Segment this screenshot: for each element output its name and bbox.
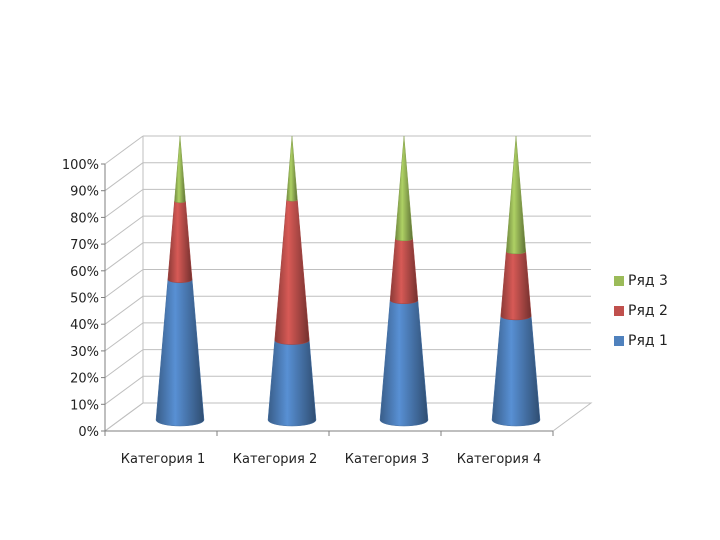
legend-swatch-series-1 (614, 336, 624, 346)
y-tick-label: 70% (70, 238, 99, 253)
x-category-label: Категория 4 (457, 452, 541, 467)
y-tick-label: 80% (70, 211, 99, 226)
cone-segment-series-1 (491, 316, 541, 427)
x-category-label: Категория 2 (233, 452, 317, 467)
cone-segment-series-3 (395, 135, 413, 242)
gridline-side (104, 188, 144, 218)
y-tick-label: 0% (78, 425, 99, 440)
cone-segment-series-3 (286, 135, 298, 202)
cone-segment-series-3 (174, 135, 186, 203)
y-axis-ticks: 0% 10% 20% 30% 40% 50% 60% 70% 80% 90% 100% (62, 158, 105, 440)
cone-segment-series-1 (155, 279, 205, 427)
y-tick-label: 20% (70, 372, 99, 387)
cone-segment-series-2 (389, 238, 419, 304)
y-tick-label: 90% (70, 185, 99, 200)
gridline-side (104, 135, 144, 165)
gridline-side (104, 215, 144, 245)
x-category-label: Категория 1 (121, 452, 205, 467)
cone-4 (491, 135, 541, 427)
cone-segment-series-2 (274, 199, 310, 345)
gridline-side (104, 349, 144, 379)
cone-segment-series-3 (505, 135, 527, 255)
gridline-side (104, 242, 144, 272)
gridline-side (104, 162, 144, 192)
legend-label-series-2: Ряд 2 (628, 303, 668, 319)
gridline-side (104, 375, 144, 405)
cone-3 (379, 135, 429, 427)
gridline-side (104, 322, 144, 352)
x-category-label: Категория 3 (345, 452, 429, 467)
cone-segment-series-1 (267, 340, 317, 427)
legend-item-series-2: Ряд 2 (614, 296, 714, 326)
cone-segment-series-2 (167, 201, 193, 283)
gridline-side (104, 402, 144, 432)
y-tick-label: 40% (70, 318, 99, 333)
legend-swatch-series-2 (614, 306, 624, 316)
cone-1 (155, 135, 205, 427)
y-tick-label: 10% (70, 398, 99, 413)
gridline-side (104, 269, 144, 298)
legend-swatch-series-3 (614, 276, 624, 286)
y-tick-label: 30% (70, 345, 99, 360)
legend-label-series-1: Ряд 1 (628, 333, 668, 349)
cones (155, 135, 541, 427)
cone-2 (267, 135, 317, 427)
y-tick-label: 100% (62, 158, 99, 173)
cone-segment-series-2 (500, 251, 532, 321)
y-tick-label: 50% (70, 292, 99, 307)
legend-item-series-1: Ряд 1 (614, 326, 714, 356)
legend: Ряд 3 Ряд 2 Ряд 1 (614, 266, 714, 356)
legend-item-series-3: Ряд 3 (614, 266, 714, 296)
legend-label-series-3: Ряд 3 (628, 273, 668, 289)
y-tick-label: 60% (70, 265, 99, 280)
x-axis-categories: Категория 1 Категория 2 Категория 3 Категор… (104, 431, 554, 467)
gridline-side (104, 295, 144, 325)
cone-segment-series-1 (379, 300, 429, 427)
